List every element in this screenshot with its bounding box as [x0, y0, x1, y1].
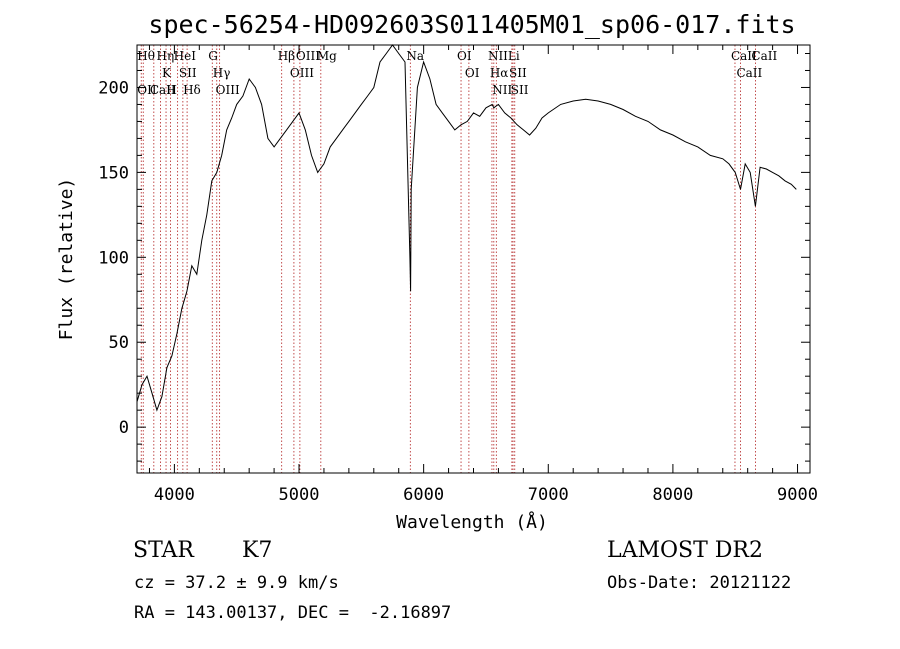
- x-tick-label: 8000: [652, 485, 693, 505]
- x-tick-label: 9000: [777, 485, 818, 505]
- line-marker-label: SII: [511, 83, 529, 97]
- x-tick-label: 7000: [528, 485, 569, 505]
- line-marker-label: Hδ: [183, 83, 201, 97]
- line-marker-label: K: [162, 66, 172, 80]
- x-tick-label: 5000: [279, 485, 320, 505]
- line-marker-label: NII: [488, 49, 508, 63]
- line-marker-label: G: [208, 49, 218, 63]
- line-marker-label: Li: [508, 49, 520, 63]
- line-marker-label: H: [166, 83, 176, 97]
- line-marker-label: Mg: [317, 49, 337, 63]
- x-tick-label: 4000: [154, 485, 195, 505]
- line-marker-label: CaII: [731, 49, 757, 63]
- line-marker-label: Hη: [157, 49, 175, 63]
- y-axis-ticks: 0 50 100 150 200: [98, 52, 810, 462]
- redshift-velocity: cz = 37.2 ± 9.9 km/s: [134, 573, 339, 593]
- x-axis-ticks: 4000 5000 6000 7000 8000 9000: [148, 45, 818, 505]
- line-marker-label: OI: [457, 49, 472, 63]
- line-marker-label: OIII: [290, 66, 314, 80]
- x-tick-label: 6000: [403, 485, 444, 505]
- line-marker-label: Hθ: [137, 49, 155, 63]
- line-marker-label: Hγ: [213, 66, 231, 80]
- y-axis-label: Flux (relative): [56, 178, 77, 341]
- line-marker-label: CaII: [736, 66, 762, 80]
- line-marker-label: SII: [179, 66, 197, 80]
- line-marker-label: NII: [492, 83, 512, 97]
- line-marker-label: Na: [406, 49, 424, 63]
- x-axis-label: Wavelength (Å): [396, 511, 548, 533]
- y-tick-label: 150: [98, 163, 129, 183]
- survey-name: LAMOST DR2: [607, 538, 763, 563]
- y-tick-label: 0: [119, 418, 129, 438]
- chart-title: spec-56254-HD092603S011405M01_sp06-017.f…: [148, 10, 795, 39]
- line-marker-label: CaII: [150, 83, 176, 97]
- y-tick-label: 200: [98, 78, 129, 98]
- spectral-subclass: K7: [242, 538, 273, 563]
- line-marker-label: OII: [137, 83, 157, 97]
- line-marker-label: OI: [465, 66, 480, 80]
- emission-line-labels: HθOIICaIIHηKHHeISIIHδGHγOIIIHβOIIIOIIIMg…: [137, 49, 777, 97]
- line-marker-label: OIII: [216, 83, 240, 97]
- line-marker-label: Hα: [490, 66, 509, 80]
- spectrum-series-line: [136, 44, 797, 412]
- observation-date: Obs-Date: 20121122: [607, 573, 792, 593]
- line-marker-label: SII: [509, 66, 527, 80]
- line-marker-label: HeI: [174, 49, 197, 63]
- sky-coordinates: RA = 143.00137, DEC = -2.16897: [134, 603, 452, 623]
- line-marker-label: CaII: [751, 49, 777, 63]
- plot-frame: [136, 44, 811, 474]
- emission-line-markers: [140, 45, 756, 473]
- line-marker-label: Hβ: [278, 49, 295, 63]
- y-tick-label: 50: [109, 333, 129, 353]
- y-tick-label: 100: [98, 248, 129, 268]
- object-class: STAR: [133, 538, 194, 563]
- line-marker-label: OIII: [296, 49, 320, 63]
